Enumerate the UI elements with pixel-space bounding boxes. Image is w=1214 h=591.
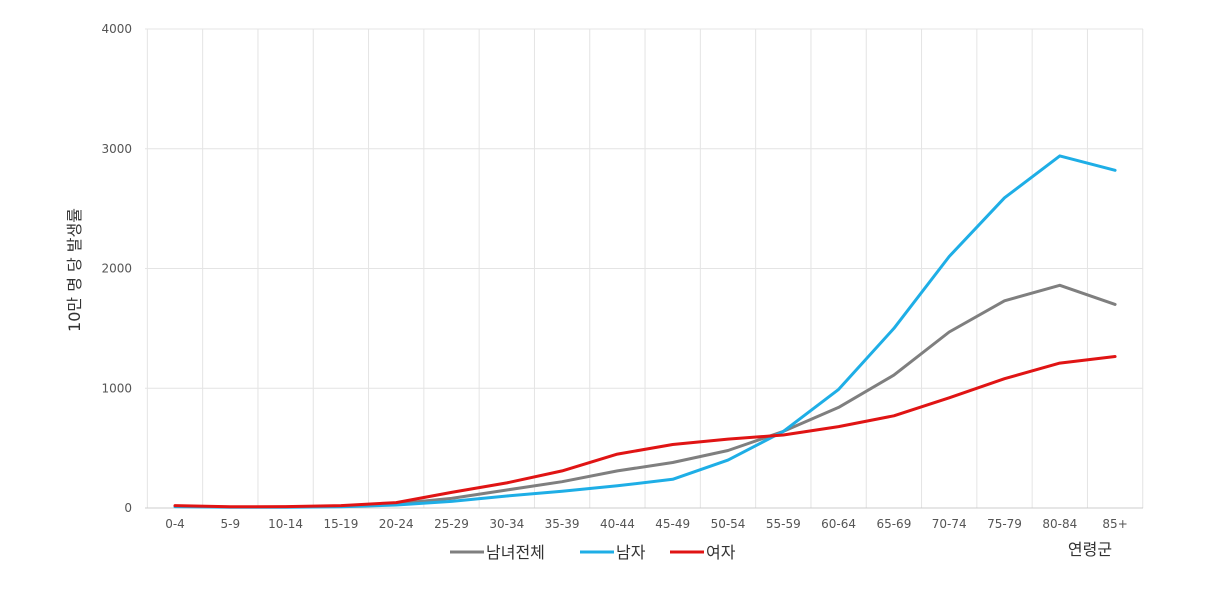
- x-tick-label: 55-59: [766, 517, 801, 531]
- y-tick-label: 2000: [101, 262, 132, 276]
- legend: 남녀전체 남자 여자: [450, 543, 736, 562]
- x-tick-label: 70-74: [932, 517, 967, 531]
- y-tick-labels: 0 1000 2000 3000 4000: [101, 22, 132, 515]
- x-tick-label: 65-69: [876, 517, 911, 531]
- x-tick-label: 60-64: [821, 517, 856, 531]
- y-tick-label: 0: [124, 501, 132, 515]
- x-tick-labels: 0-4 5-9 10-14 15-19 20-24 25-29 30-34 35-39 40-4…: [165, 517, 1128, 531]
- x-tick-label: 85+: [1102, 517, 1127, 531]
- x-tick-label: 80-84: [1042, 517, 1077, 531]
- grid: [145, 28, 1144, 509]
- x-tick-label: 5-9: [220, 517, 240, 531]
- legend-label: 남자: [616, 543, 646, 562]
- y-tick-label: 3000: [101, 142, 132, 156]
- x-tick-label: 10-14: [268, 517, 303, 531]
- x-tick-label: 0-4: [165, 517, 185, 531]
- x-tick-label: 30-34: [489, 517, 524, 531]
- series-group: [173, 154, 1117, 509]
- x-tick-label: 75-79: [987, 517, 1022, 531]
- x-tick-label: 35-39: [545, 517, 580, 531]
- x-tick-label: 40-44: [600, 517, 635, 531]
- y-tick-label: 4000: [101, 22, 132, 36]
- legend-label: 여자: [706, 543, 736, 562]
- legend-label: 남녀전체: [486, 543, 545, 562]
- y-tick-label: 1000: [101, 381, 132, 395]
- x-tick-label: 25-29: [434, 517, 469, 531]
- x-tick-label: 50-54: [711, 517, 746, 531]
- x-tick-label: 20-24: [379, 517, 414, 531]
- x-tick-label: 15-19: [323, 517, 358, 531]
- series-line-2: [173, 355, 1117, 509]
- y-axis-label: 10만 명 당 발생률: [65, 208, 84, 332]
- x-axis-label: 연령군: [1068, 540, 1112, 559]
- x-tick-label: 45-49: [655, 517, 690, 531]
